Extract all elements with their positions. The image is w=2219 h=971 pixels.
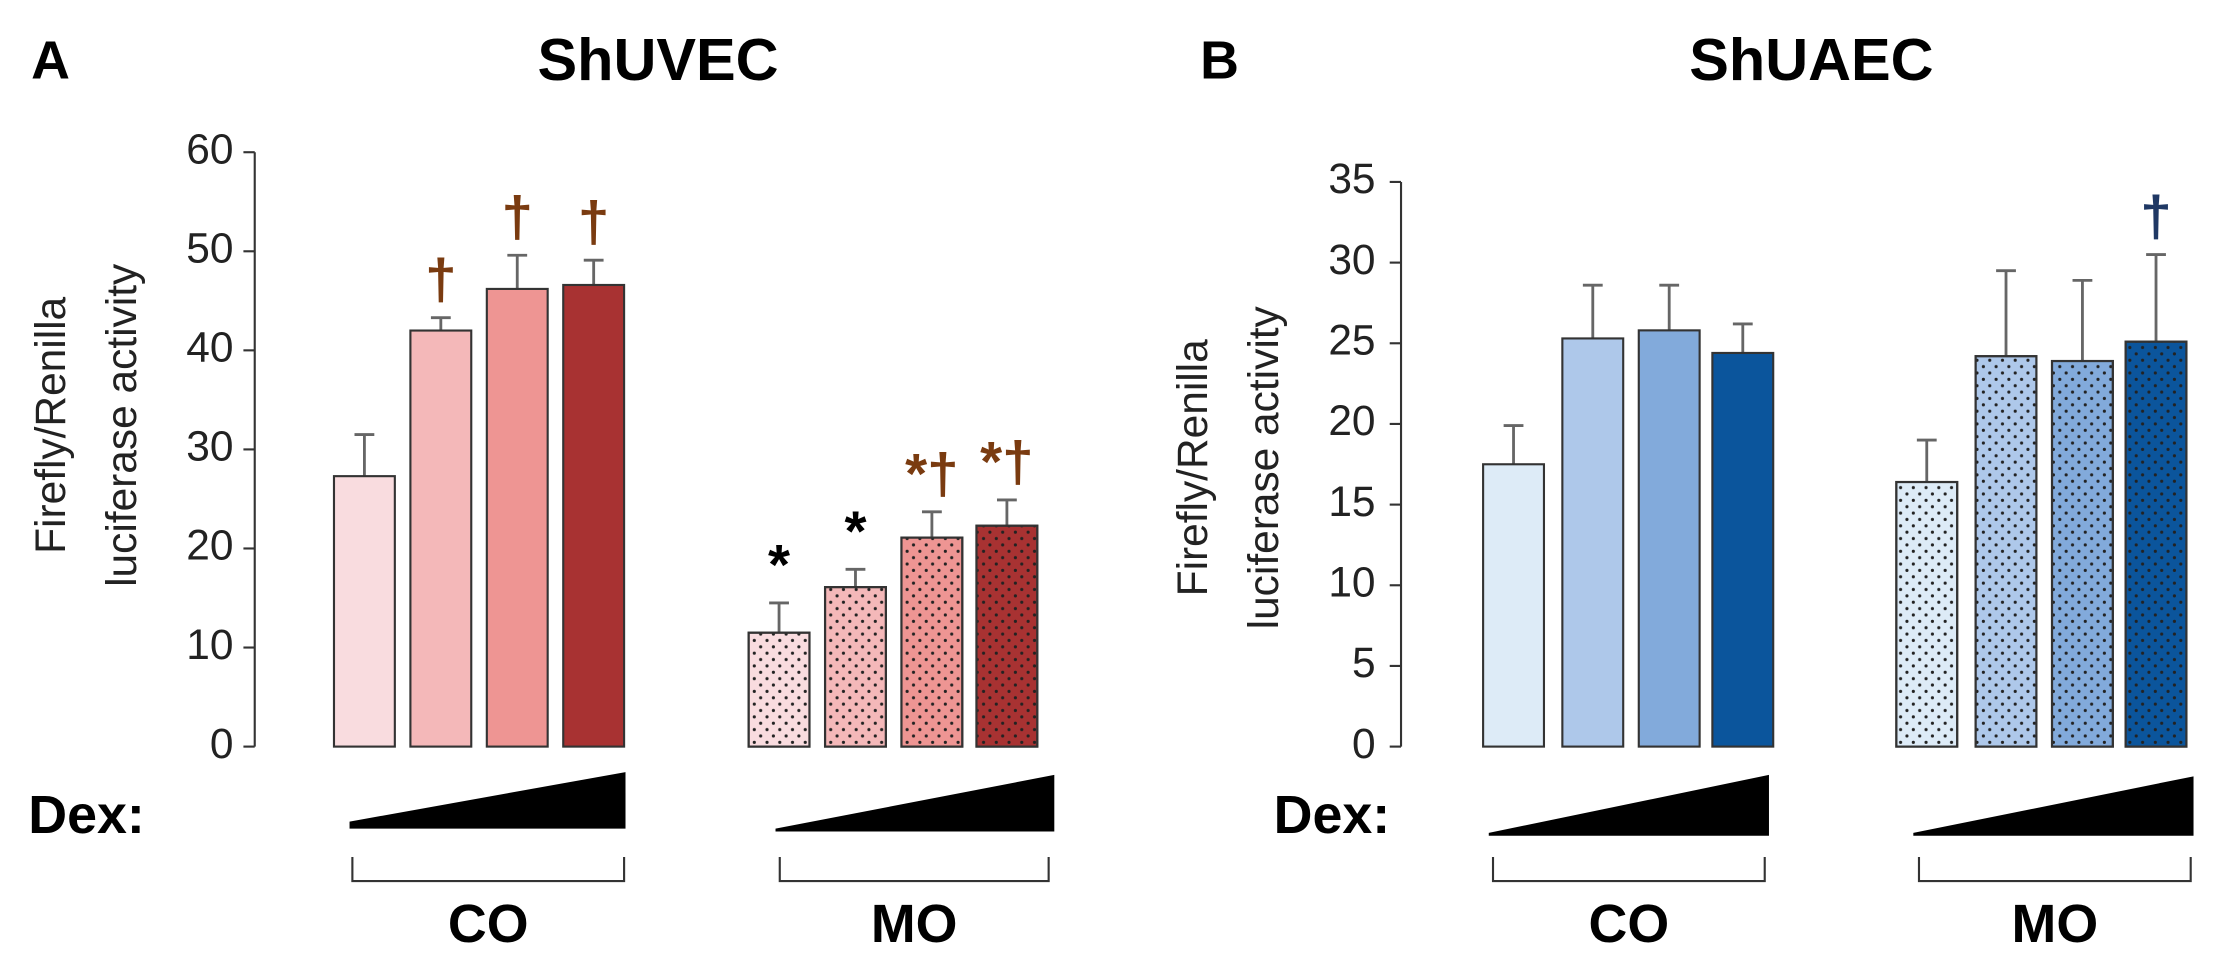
y-tick-label: 20 xyxy=(1328,397,1375,444)
y-axis-label: luciferase activity xyxy=(98,263,145,587)
significance-mark: *† xyxy=(980,430,1034,493)
y-tick-label: 40 xyxy=(186,324,233,371)
bar xyxy=(332,475,396,748)
dex-wedge xyxy=(775,774,1055,832)
chart-title: ShUAEC xyxy=(1689,26,1933,93)
y-tick-label: 30 xyxy=(1328,236,1375,283)
bar-pattern xyxy=(1974,355,2038,748)
bar-pattern xyxy=(900,536,964,748)
bar-pattern xyxy=(975,524,1039,748)
y-axis-label: luciferase activity xyxy=(1240,305,1287,629)
bar-pattern xyxy=(747,631,811,748)
significance-mark: † xyxy=(2140,185,2171,248)
dex-label: Dex: xyxy=(1274,785,1391,845)
y-axis-label: Firefly/Renilla xyxy=(1169,339,1216,596)
significance-mark: *† xyxy=(905,442,959,505)
group-bracket xyxy=(778,856,1050,883)
group-bracket xyxy=(1491,856,1766,883)
y-tick-label: 10 xyxy=(1328,558,1375,605)
y-tick-label: 20 xyxy=(186,522,233,569)
y-tick-label: 15 xyxy=(1328,478,1375,525)
bar xyxy=(1482,463,1546,748)
dex-label: Dex: xyxy=(28,785,145,845)
significance-mark: † xyxy=(578,190,609,253)
group-label: MO xyxy=(871,894,958,954)
group-bracket xyxy=(351,856,626,883)
y-tick-label: 50 xyxy=(186,225,233,272)
bar-pattern xyxy=(1895,480,1959,748)
y-tick-label: 5 xyxy=(1352,639,1376,686)
dex-wedge xyxy=(349,772,626,829)
significance-mark: * xyxy=(768,533,790,596)
significance-mark: † xyxy=(425,248,456,311)
panel-label: A xyxy=(31,31,70,91)
y-tick-label: 0 xyxy=(210,720,234,767)
y-tick-label: 25 xyxy=(1328,316,1375,363)
bar-pattern xyxy=(2124,340,2188,748)
bar-pattern xyxy=(2050,359,2114,748)
y-tick-label: 0 xyxy=(1352,720,1376,767)
group-label: MO xyxy=(2012,894,2099,954)
group-label: CO xyxy=(448,894,529,954)
y-tick-label: 60 xyxy=(186,125,233,172)
bar xyxy=(1637,329,1701,748)
bar xyxy=(1711,351,1775,748)
bar xyxy=(1561,337,1625,748)
y-tick-label: 35 xyxy=(1328,155,1375,202)
bar xyxy=(409,329,473,748)
bar xyxy=(485,287,549,748)
y-tick-label: 30 xyxy=(186,423,233,470)
bar xyxy=(562,283,626,748)
dex-wedge xyxy=(1913,776,2194,836)
chart-title: ShUVEC xyxy=(538,26,779,93)
panel-label: B xyxy=(1200,31,1239,91)
bar-pattern xyxy=(823,586,887,748)
y-axis-label: Firefly/Renilla xyxy=(27,296,74,553)
group-label: CO xyxy=(1589,894,1670,954)
dex-wedge xyxy=(1488,774,1769,836)
significance-mark: * xyxy=(844,499,866,562)
significance-mark: † xyxy=(502,185,533,248)
y-tick-label: 10 xyxy=(186,621,233,668)
group-bracket xyxy=(1917,856,2192,883)
